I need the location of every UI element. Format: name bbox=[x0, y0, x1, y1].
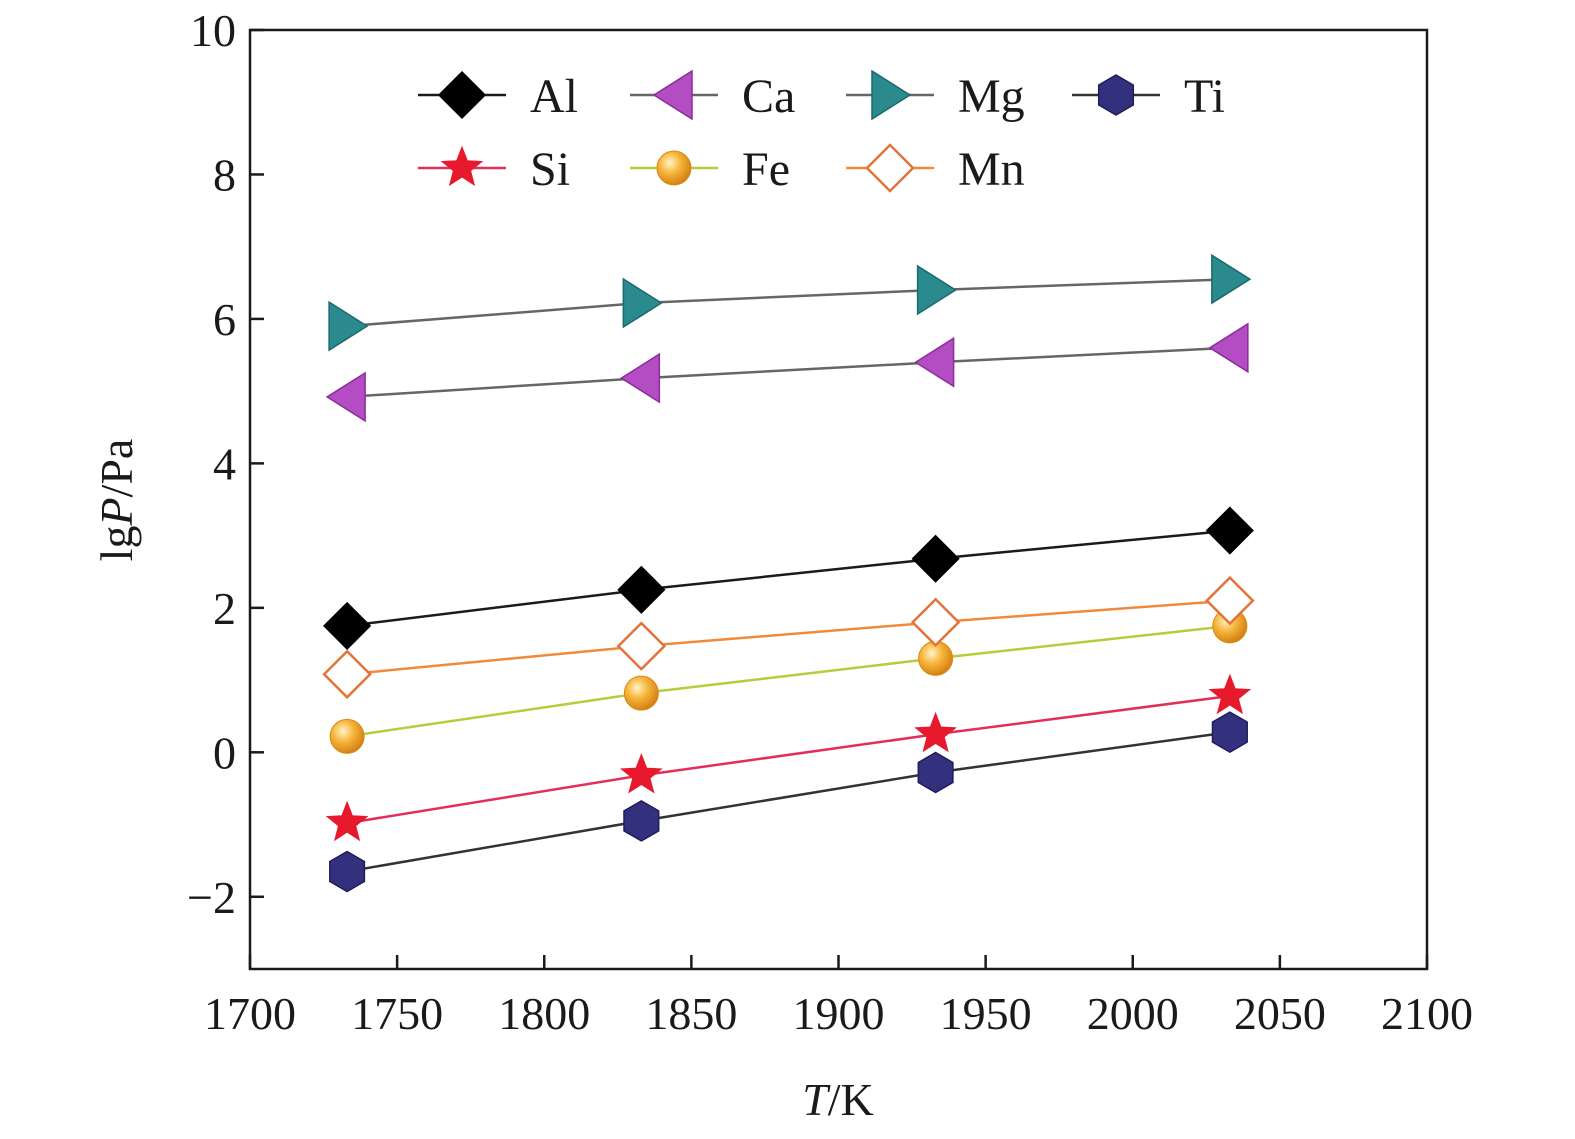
data-point-si bbox=[325, 800, 369, 842]
x-tick-label: 2100 bbox=[1381, 988, 1473, 1039]
data-point-ti bbox=[329, 850, 366, 893]
y-tick-label: 2 bbox=[213, 583, 236, 634]
x-axis-title: T/K bbox=[802, 1074, 874, 1125]
y-tick-label: 8 bbox=[213, 149, 236, 200]
y-axis-title: lgP/Pa bbox=[91, 439, 142, 562]
y-axis-title-prefix: lg bbox=[91, 526, 142, 562]
y-tick-label: 6 bbox=[213, 294, 236, 345]
x-tick-label: 1950 bbox=[940, 988, 1032, 1039]
y-axis-title-italic: P bbox=[91, 497, 142, 526]
y-tick-label: 10 bbox=[190, 5, 236, 56]
legend-item-mn: Mn bbox=[846, 143, 1025, 196]
data-point-mn bbox=[322, 649, 372, 700]
legend-marker-fe bbox=[656, 150, 692, 186]
data-point-ti bbox=[917, 751, 954, 794]
legend-label-al: Al bbox=[530, 70, 578, 123]
data-point-ti bbox=[1211, 711, 1248, 753]
legend-item-si: Si bbox=[418, 143, 570, 196]
data-point-mn bbox=[910, 597, 961, 648]
data-point-mg bbox=[916, 264, 958, 316]
legend-label-si: Si bbox=[530, 143, 570, 196]
series-line-fe bbox=[346, 624, 1231, 738]
y-axis-title-unit: /Pa bbox=[91, 439, 142, 498]
legend-marker-mg bbox=[871, 69, 912, 121]
series-line-si bbox=[346, 694, 1231, 825]
y-tick-label: −2 bbox=[187, 872, 236, 923]
legend-label-mn: Mn bbox=[958, 143, 1025, 196]
legend-item-ti: Ti bbox=[1072, 70, 1225, 123]
legend: Al Ca Mg Ti Si Fe Mn bbox=[418, 69, 1225, 196]
data-point-al bbox=[617, 565, 666, 614]
data-point-si bbox=[1208, 673, 1252, 715]
data-point-ca bbox=[914, 336, 955, 388]
x-tick-label: 1850 bbox=[645, 988, 737, 1039]
x-axis-title-italic: T bbox=[802, 1074, 831, 1125]
legend-marker-ca bbox=[652, 69, 693, 121]
legend-item-fe: Fe bbox=[630, 143, 790, 196]
series-line-mg bbox=[347, 277, 1230, 328]
data-point-mg bbox=[328, 300, 369, 352]
data-point-ca bbox=[325, 371, 366, 423]
x-tick-label: 1750 bbox=[351, 988, 443, 1039]
series-line-mn bbox=[346, 599, 1230, 676]
legend-item-al: Al bbox=[418, 70, 578, 123]
legend-label-ti: Ti bbox=[1184, 70, 1225, 123]
data-point-fe bbox=[329, 718, 365, 754]
x-axis-title-unit: /K bbox=[828, 1074, 874, 1125]
legend-marker-ti bbox=[1097, 74, 1135, 116]
series-line-al bbox=[346, 529, 1231, 628]
data-point-al bbox=[323, 601, 372, 650]
x-tick-label: 2000 bbox=[1087, 988, 1179, 1039]
legend-marker-al bbox=[437, 70, 487, 120]
y-tick-label: 0 bbox=[213, 727, 236, 778]
series-markers bbox=[322, 253, 1255, 893]
y-axis: −2 0 2 4 6 8 10 bbox=[187, 5, 264, 923]
data-point-mn bbox=[1205, 575, 1255, 626]
x-tick-label: 1900 bbox=[793, 988, 885, 1039]
data-point-ca bbox=[1208, 322, 1249, 374]
series-lines bbox=[346, 277, 1231, 873]
plot-area-frame bbox=[248, 28, 1429, 971]
data-point-al bbox=[911, 534, 960, 583]
data-point-si bbox=[620, 753, 663, 794]
series-line-ti bbox=[346, 730, 1231, 873]
legend-marker-si bbox=[440, 145, 484, 187]
data-point-al bbox=[1205, 506, 1254, 555]
legend-item-mg: Mg bbox=[846, 69, 1025, 123]
legend-label-fe: Fe bbox=[742, 143, 790, 196]
legend-marker-mn bbox=[865, 143, 915, 193]
data-point-ca bbox=[619, 352, 661, 404]
x-tick-label: 2050 bbox=[1234, 988, 1326, 1039]
legend-item-ca: Ca bbox=[630, 69, 795, 123]
series-line-ca bbox=[347, 346, 1230, 399]
y-tick-label: 4 bbox=[213, 438, 236, 489]
data-point-mn bbox=[616, 621, 667, 671]
legend-label-mg: Mg bbox=[958, 70, 1025, 123]
data-point-fe bbox=[623, 675, 659, 711]
x-axis: 1700 1750 1800 1850 1900 1950 2000 2050 2100 bbox=[204, 955, 1473, 1039]
x-tick-label: 1700 bbox=[204, 988, 296, 1039]
data-point-mg bbox=[1211, 253, 1252, 305]
x-tick-label: 1800 bbox=[498, 988, 590, 1039]
legend-label-ca: Ca bbox=[742, 70, 795, 123]
data-point-si bbox=[914, 711, 957, 753]
data-point-ti bbox=[623, 800, 660, 842]
data-point-mg bbox=[622, 277, 663, 329]
